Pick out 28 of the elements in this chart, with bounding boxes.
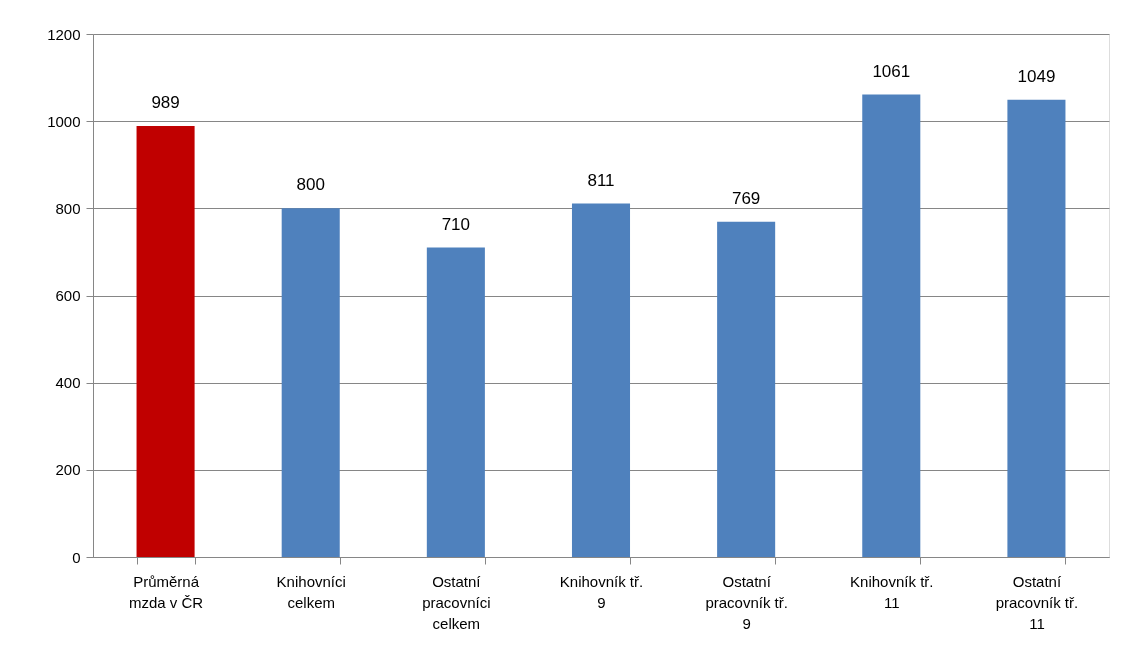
data-label: 769 [731, 188, 761, 208]
y-tick-label: 200 [55, 461, 81, 479]
x-tick-label: Ostatní pracovník tř. 9 [705, 572, 788, 632]
data-label: 710 [441, 214, 471, 234]
x-tick-label: Průměrná mzda v ČR [128, 572, 204, 611]
x-tick-label: Ostatní pracovník tř. 11 [995, 572, 1079, 632]
y-tick-label: 600 [55, 287, 81, 304]
bar [1007, 99, 1066, 557]
bar [136, 125, 195, 557]
data-label: 1049 [1017, 66, 1056, 86]
data-label: 1061 [872, 61, 911, 81]
bar [571, 203, 631, 557]
data-label: 811 [587, 170, 615, 190]
y-tick-label: 0 [72, 548, 81, 566]
y-tick-label: 1200 [47, 25, 81, 43]
x-tick-label: Knihovníci celkem [276, 572, 346, 611]
bar [426, 247, 485, 557]
y-tick-label: 400 [55, 374, 81, 392]
y-tick-label: 800 [55, 199, 81, 217]
x-tick-label: Knihovník tř. 9 [559, 572, 644, 611]
x-tick-label: Ostatní pracovníci celkem [422, 572, 491, 632]
data-label: 800 [296, 175, 325, 195]
y-tick-label: 1000 [47, 112, 81, 130]
bar [281, 208, 340, 557]
data-label: 989 [151, 92, 180, 112]
bar [717, 221, 776, 557]
bar [862, 94, 921, 557]
x-tick-label: Knihovník tř. 11 [850, 572, 934, 611]
